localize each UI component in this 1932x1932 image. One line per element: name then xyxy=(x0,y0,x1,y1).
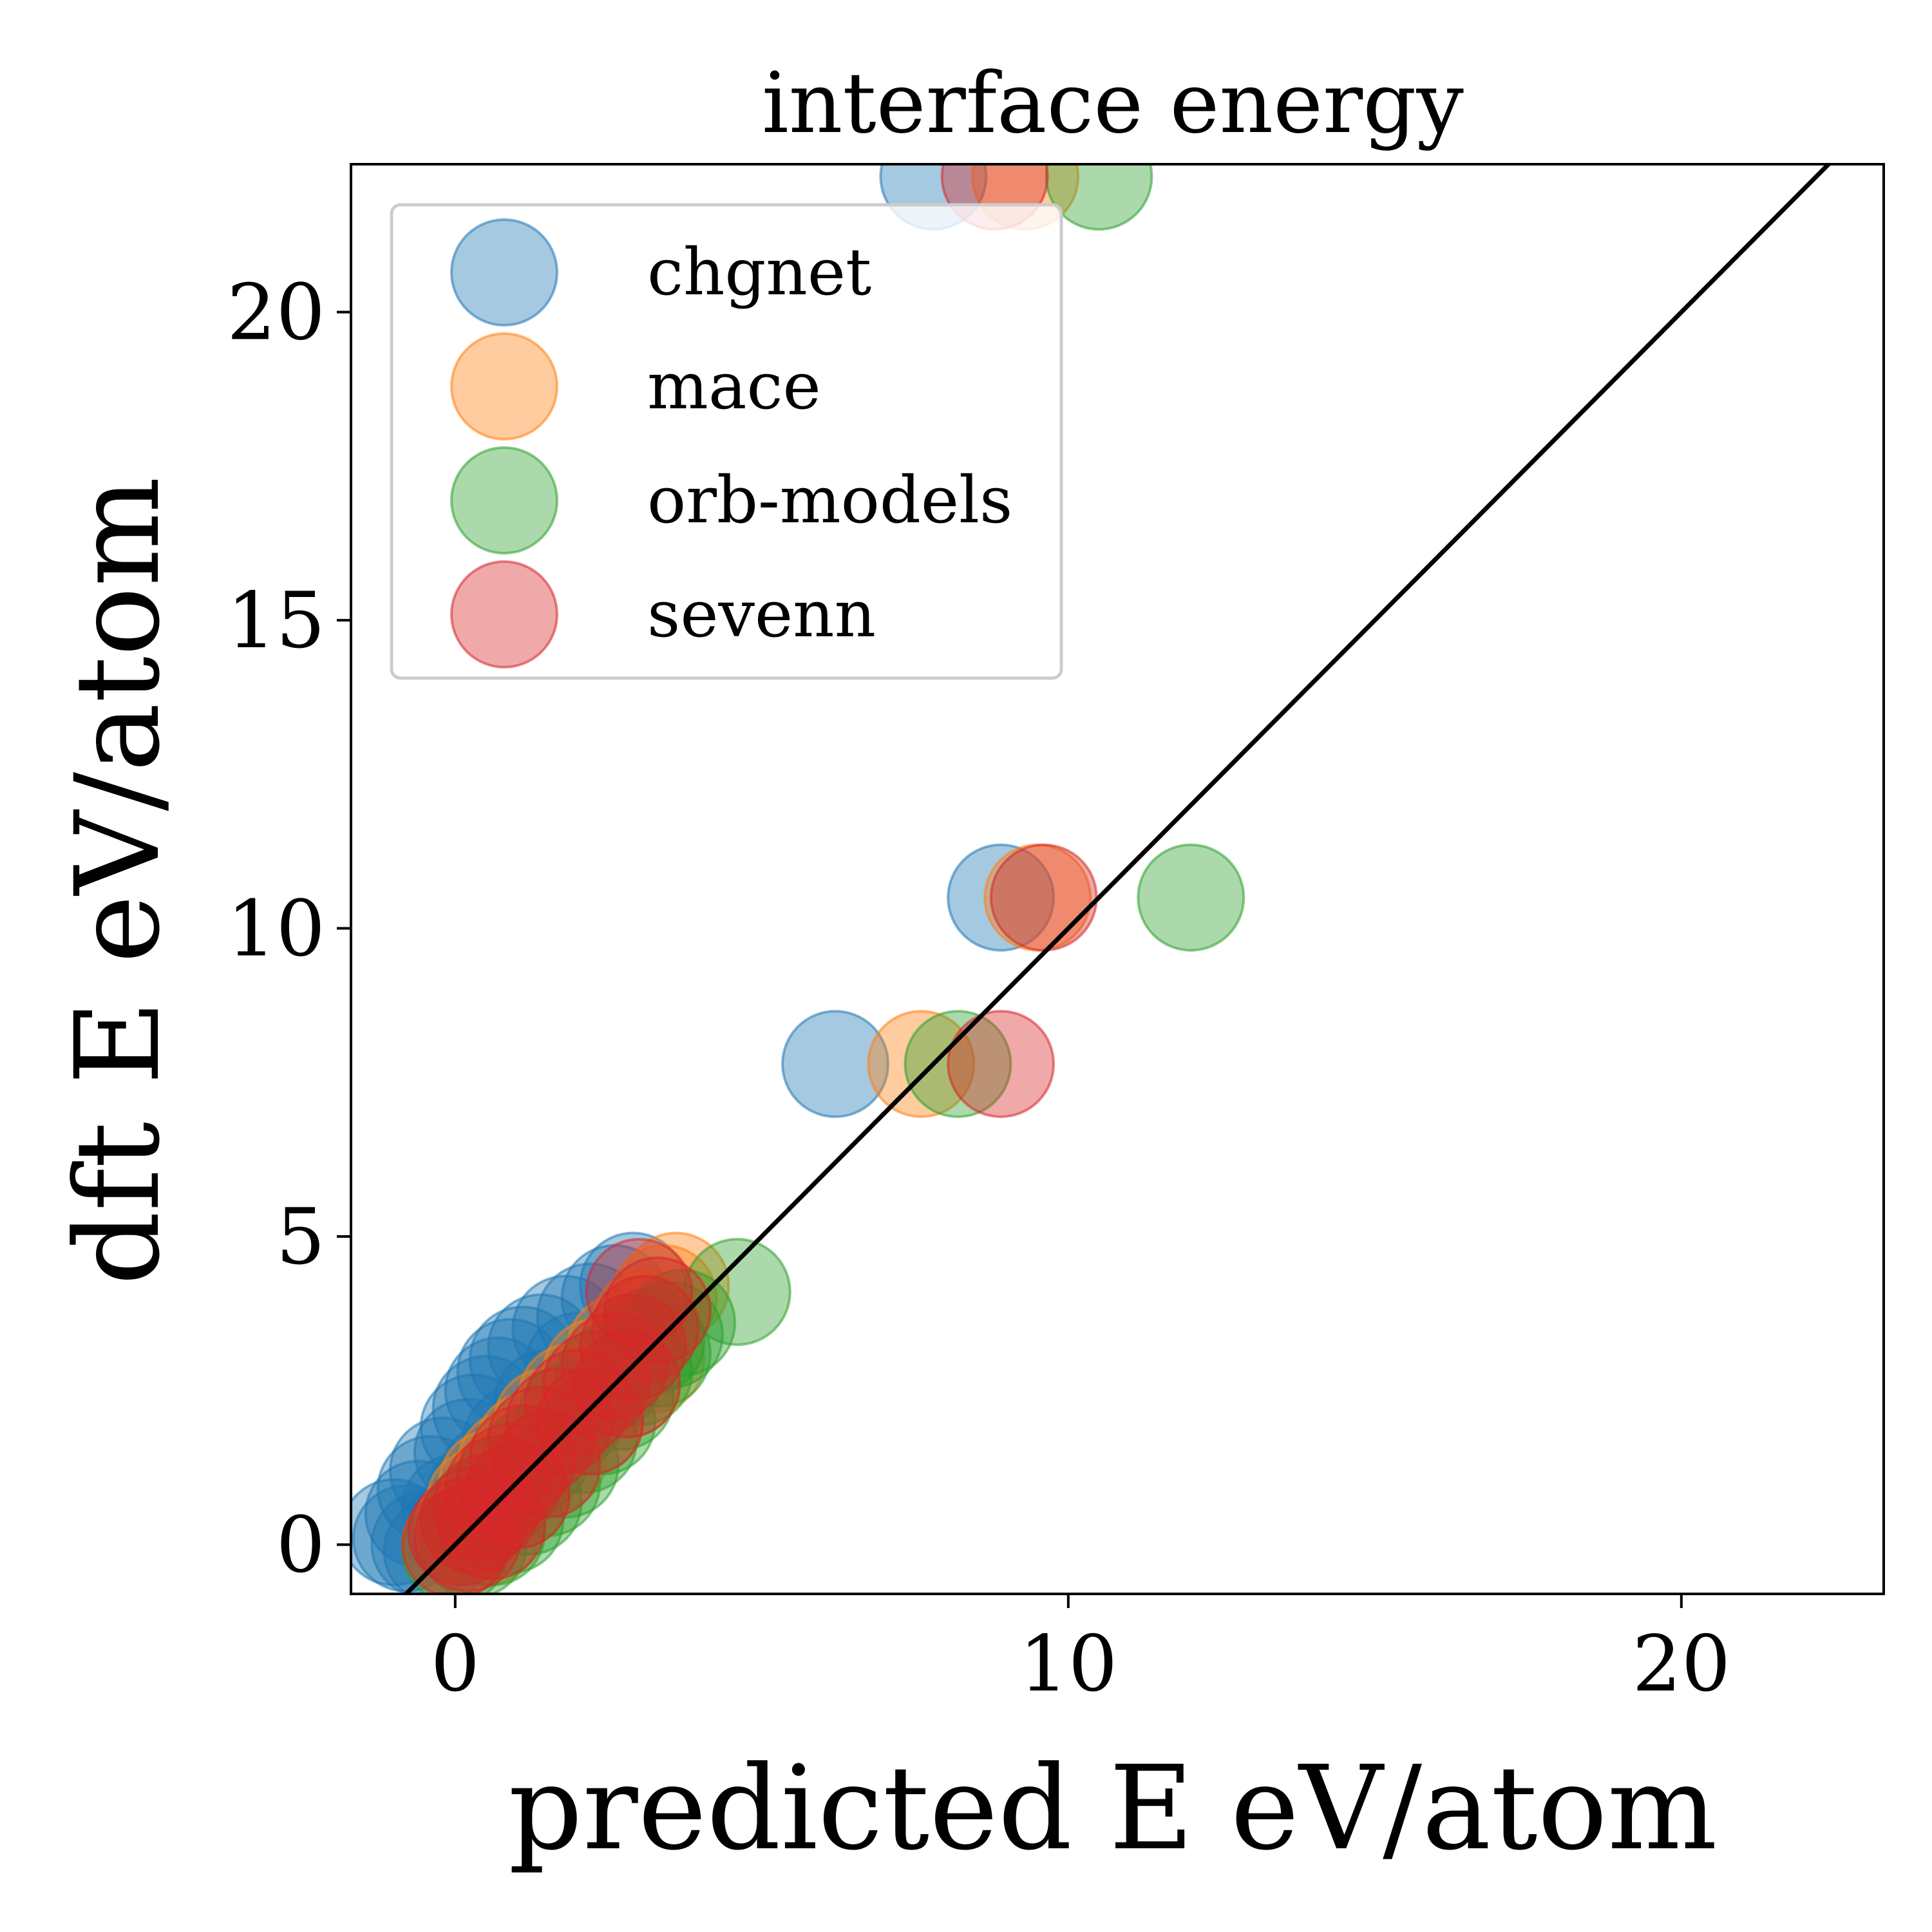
point-chgnet-26 xyxy=(947,843,1056,952)
legend-label-sevenn: sevenn xyxy=(647,576,876,652)
legend-label-chgnet: chgnet xyxy=(647,234,871,310)
legend: chgnet mace orb-models sevenn xyxy=(390,203,1063,680)
point-mace-19 xyxy=(867,1010,976,1119)
point-sevenn-17 xyxy=(462,1441,571,1549)
y-axis-label: dft E eV/atom xyxy=(51,477,185,1285)
point-sevenn-20 xyxy=(573,1330,681,1439)
point-sevenn-21 xyxy=(585,1238,694,1347)
point-sevenn-16 xyxy=(437,1472,546,1580)
point-orb-models-22 xyxy=(1137,843,1245,952)
reference-line-layer xyxy=(402,164,1832,1594)
x-tick-label-0: 0 xyxy=(431,1620,480,1709)
x-axis-label: predicted E eV/atom xyxy=(508,1741,1717,1876)
y-tick-label-0: 0 xyxy=(276,1501,325,1590)
point-sevenn-11 xyxy=(560,1311,669,1420)
point-sevenn-1 xyxy=(407,1478,516,1587)
x-tick-label-20: 20 xyxy=(1632,1620,1730,1709)
point-chgnet-25 xyxy=(781,1010,890,1119)
y-tick-label-20: 20 xyxy=(227,269,325,358)
points-layer xyxy=(351,164,1245,1594)
identity-line xyxy=(402,164,1832,1594)
legend-marker-sevenn xyxy=(450,560,558,668)
point-sevenn-18 xyxy=(493,1410,601,1519)
point-sevenn-22 xyxy=(947,1010,1056,1119)
series-sevenn xyxy=(401,164,1098,1594)
y-tick-label-10: 10 xyxy=(227,885,325,974)
point-sevenn-14 xyxy=(603,1256,712,1365)
y-tick-label-5: 5 xyxy=(276,1193,325,1282)
chart-title: interface energy xyxy=(762,54,1464,152)
point-sevenn-23 xyxy=(989,843,1098,952)
x-axis-ticks: 0 10 20 xyxy=(431,1594,1730,1709)
y-tick-label-15: 15 xyxy=(227,576,325,666)
legend-marker-orb-models xyxy=(450,446,558,554)
legend-frame xyxy=(390,203,1063,680)
legend-marker-chgnet xyxy=(450,218,558,327)
point-orb-models-23 xyxy=(1045,164,1153,231)
x-tick-label-10: 10 xyxy=(1019,1620,1117,1709)
y-axis-ticks: 0 5 10 15 20 xyxy=(227,269,351,1590)
legend-marker-mace xyxy=(450,332,558,440)
legend-label-mace: mace xyxy=(647,348,821,424)
plot-frame xyxy=(350,163,1885,1595)
point-orb-models-21 xyxy=(904,1010,1012,1119)
legend-label-orb-models: orb-models xyxy=(647,462,1012,538)
